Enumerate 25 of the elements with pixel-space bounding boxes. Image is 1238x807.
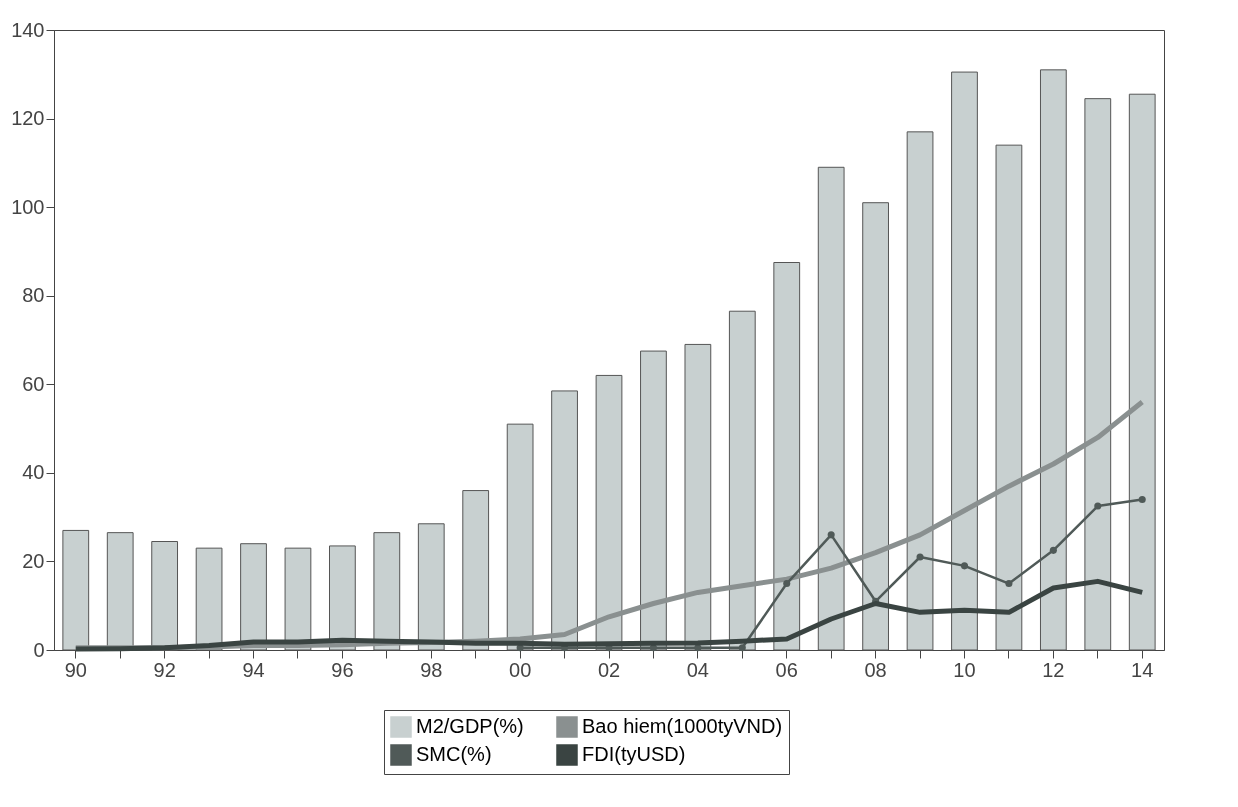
legend-label: FDI(tyUSD): [582, 743, 686, 765]
x-tick-label: 04: [686, 658, 709, 681]
x-tick-label: 00: [509, 658, 532, 681]
x-tick-label: 98: [420, 658, 443, 681]
x-tick-label: 12: [1042, 658, 1065, 681]
x-tick-label: 06: [775, 658, 798, 681]
x-tick-label: 08: [864, 658, 887, 681]
x-tick-label: 96: [331, 658, 354, 681]
y-tick-label: 20: [22, 549, 45, 572]
legend-label: Bao hiem(1000tyVND): [582, 715, 783, 737]
y-tick-label: 120: [11, 107, 45, 130]
x-tick-label: 02: [597, 658, 621, 681]
y-tick-label: 40: [22, 461, 45, 484]
y-tick-label: 100: [11, 195, 45, 218]
y-tick-label: 140: [11, 18, 45, 41]
y-tick-label: 80: [22, 284, 45, 307]
x-tick-label: 92: [153, 658, 176, 681]
x-tick-label: 14: [1131, 658, 1154, 681]
legend-label: SMC(%): [416, 743, 492, 765]
x-tick-label: 94: [242, 658, 265, 681]
x-tick-label: 10: [953, 658, 976, 681]
y-tick-label: 0: [33, 638, 45, 661]
y-tick-label: 60: [22, 372, 45, 395]
x-tick-label: 90: [64, 658, 87, 681]
legend-label: M2/GDP(%): [416, 715, 524, 737]
